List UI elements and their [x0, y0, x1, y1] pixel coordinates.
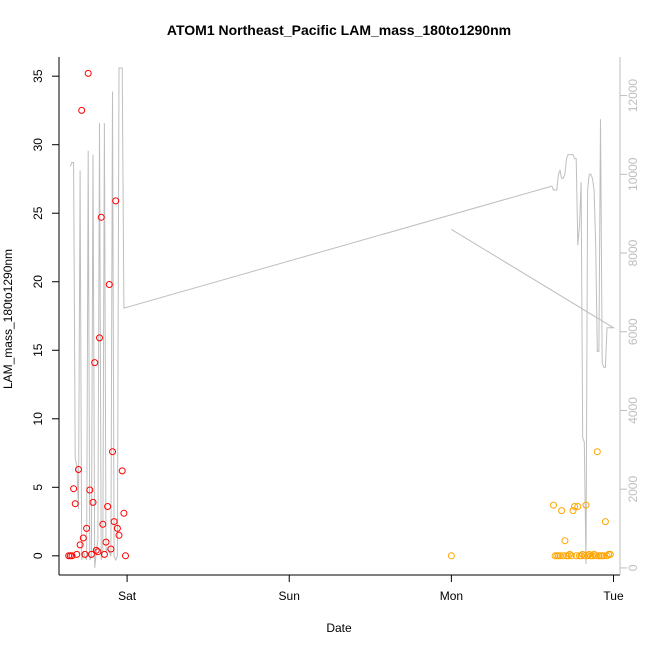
data-point	[104, 503, 112, 510]
data-point	[79, 534, 87, 542]
data-point	[115, 531, 123, 539]
x-tick-label: Tue	[603, 589, 624, 603]
data-point	[112, 197, 120, 205]
x-axis-ticks: Sat Sun Mon Tue	[118, 575, 624, 603]
right-axis-line-series	[69, 67, 616, 568]
x-tick-label: Sat	[118, 589, 137, 603]
data-point	[83, 524, 91, 532]
data-point	[73, 550, 81, 558]
y-tick-label: 15	[31, 343, 45, 357]
right-y-tick-label: 10000	[626, 157, 640, 191]
data-point	[569, 507, 577, 515]
data-point	[590, 550, 598, 558]
right-y-tick-label: 6000	[626, 318, 640, 345]
y-tick-label: 30	[31, 138, 45, 152]
data-point	[96, 334, 103, 342]
data-point	[582, 501, 590, 509]
data-point	[107, 545, 115, 553]
scatter-points	[65, 69, 614, 560]
data-point	[567, 552, 575, 560]
data-point	[122, 552, 129, 560]
data-point	[564, 552, 572, 560]
data-point	[76, 541, 84, 549]
data-point	[561, 537, 569, 545]
data-point	[571, 503, 579, 510]
data-point	[68, 552, 76, 560]
y-tick-label: 35	[31, 69, 45, 83]
data-point	[105, 281, 113, 288]
data-point	[606, 550, 614, 558]
data-point	[603, 552, 611, 560]
data-point	[585, 550, 593, 558]
data-point	[574, 503, 582, 510]
plot-frame	[58, 57, 621, 576]
right-y-tick-label: 8000	[626, 239, 640, 266]
data-point	[118, 467, 126, 475]
data-point	[600, 552, 608, 560]
data-point	[593, 448, 601, 456]
y-tick-label: 25	[31, 206, 45, 220]
data-point	[113, 524, 121, 532]
chart-title: ATOM1 Northeast_Pacific LAM_mass_180to12…	[167, 22, 511, 38]
data-point	[447, 552, 455, 560]
y-axis-label: LAM_mass_180to1290nm	[1, 249, 15, 389]
data-point	[99, 520, 107, 528]
data-point	[92, 546, 100, 554]
data-point	[550, 501, 557, 509]
right-y-tick-label: 0	[626, 564, 640, 571]
data-point	[558, 507, 566, 515]
y-tick-label: 20	[31, 275, 45, 289]
data-point	[584, 552, 592, 560]
data-point	[559, 552, 567, 560]
data-point	[120, 509, 128, 517]
y-tick-label: 5	[31, 484, 45, 491]
data-point	[110, 518, 118, 526]
right-y-tick-label: 4000	[626, 397, 640, 424]
data-point	[75, 466, 82, 473]
right-y-tick-label: 2000	[626, 476, 640, 503]
y-axis-ticks: 0 5 10 15 20 25 30 35	[31, 69, 59, 559]
data-point	[70, 485, 78, 493]
y-tick-label: 0	[31, 552, 45, 559]
data-point	[102, 538, 110, 546]
data-point	[100, 550, 108, 558]
data-point	[78, 106, 86, 114]
data-point	[566, 550, 574, 558]
x-tick-label: Mon	[440, 589, 463, 603]
data-point	[71, 500, 79, 508]
data-point	[86, 486, 94, 494]
data-point	[97, 213, 105, 221]
data-point	[89, 498, 97, 506]
data-point	[91, 359, 99, 367]
right-y-axis-ticks: 0 2000 4000 6000 8000 10000 12000	[620, 79, 640, 571]
y-tick-label: 10	[31, 412, 45, 426]
data-point	[601, 518, 609, 526]
x-tick-label: Sun	[279, 589, 300, 603]
data-point	[87, 550, 95, 558]
data-point	[84, 69, 92, 77]
data-point	[94, 548, 102, 556]
series-line	[69, 67, 616, 568]
data-point	[109, 448, 116, 456]
x-axis-label: Date	[326, 621, 352, 635]
data-point	[572, 552, 580, 560]
right-y-tick-label: 12000	[626, 79, 640, 113]
